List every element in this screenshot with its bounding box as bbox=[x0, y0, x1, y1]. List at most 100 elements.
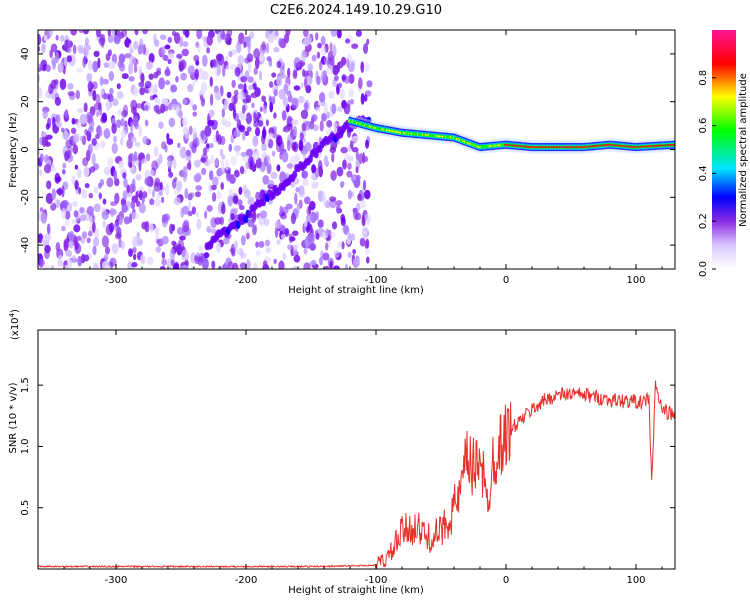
noise-cell bbox=[170, 84, 178, 93]
noise-cell bbox=[237, 199, 243, 207]
noise-cell bbox=[61, 127, 65, 133]
noise-cell bbox=[332, 64, 339, 76]
noise-cell bbox=[197, 256, 203, 266]
noise-cell bbox=[177, 142, 181, 148]
noise-cell bbox=[148, 73, 154, 80]
noise-cell bbox=[330, 231, 336, 239]
noise-cell bbox=[128, 42, 133, 53]
noise-cell bbox=[98, 192, 102, 200]
noise-cell bbox=[234, 207, 238, 214]
noise-cell bbox=[267, 33, 275, 44]
noise-cell bbox=[188, 192, 195, 198]
noise-cell bbox=[340, 146, 348, 154]
noise-cell bbox=[107, 34, 114, 43]
noise-cell bbox=[365, 139, 370, 149]
noise-cell bbox=[133, 40, 139, 50]
noise-cell bbox=[153, 33, 157, 46]
noise-cell bbox=[340, 217, 346, 227]
spectrogram-x-tick-label: -100 bbox=[365, 275, 388, 286]
colorbar-gradient bbox=[712, 30, 736, 269]
noise-cell bbox=[63, 240, 69, 252]
noise-cell bbox=[216, 241, 221, 254]
noise-cell bbox=[38, 45, 41, 53]
noise-cell bbox=[62, 131, 70, 140]
noise-cell bbox=[68, 240, 74, 249]
noise-cell bbox=[228, 102, 234, 112]
noise-cell bbox=[144, 177, 151, 186]
noise-cell bbox=[61, 185, 65, 198]
noise-cell bbox=[263, 218, 270, 227]
snr-y-ticks: 0.5 1.0 1.5 bbox=[20, 377, 675, 516]
noise-cell bbox=[65, 109, 69, 120]
noise-cell bbox=[86, 72, 93, 82]
noise-cell bbox=[132, 211, 140, 220]
noise-cell bbox=[303, 77, 308, 89]
noise-cell bbox=[154, 146, 159, 157]
noise-cell bbox=[132, 115, 139, 128]
noise-cell bbox=[217, 134, 222, 145]
noise-cell bbox=[342, 159, 347, 170]
noise-cell bbox=[88, 192, 94, 199]
noise-cell bbox=[277, 37, 283, 47]
noise-cell bbox=[84, 37, 89, 46]
noise-cell bbox=[179, 146, 187, 159]
noise-cell bbox=[214, 158, 219, 167]
noise-cell bbox=[240, 76, 248, 83]
noise-cell bbox=[154, 97, 158, 103]
noise-cell bbox=[348, 73, 355, 84]
noise-cell bbox=[255, 250, 261, 256]
noise-cell bbox=[288, 233, 293, 244]
noise-cell bbox=[138, 125, 142, 138]
noise-cell bbox=[243, 83, 247, 94]
noise-cell bbox=[241, 104, 246, 115]
noise-cell bbox=[219, 216, 225, 226]
noise-cell bbox=[166, 138, 174, 145]
noise-cell bbox=[83, 102, 88, 113]
noise-cell bbox=[363, 179, 367, 191]
noise-cell bbox=[302, 178, 309, 187]
noise-cell bbox=[95, 133, 100, 140]
noise-cell bbox=[247, 61, 252, 73]
noise-cell bbox=[286, 116, 293, 128]
noise-cell bbox=[67, 82, 74, 90]
noise-cell bbox=[145, 60, 153, 70]
noise-cell bbox=[78, 47, 85, 54]
noise-cell bbox=[319, 256, 324, 266]
noise-cell bbox=[82, 57, 87, 69]
noise-cell bbox=[311, 173, 316, 180]
noise-cell bbox=[234, 169, 240, 178]
noise-cell bbox=[236, 119, 242, 130]
noise-cell bbox=[180, 207, 185, 218]
noise-cell bbox=[86, 129, 92, 142]
noise-cell bbox=[111, 243, 119, 255]
noise-cell bbox=[230, 155, 237, 166]
noise-cell bbox=[107, 157, 114, 169]
noise-cell bbox=[116, 83, 121, 90]
noise-cell bbox=[179, 235, 186, 241]
noise-cell bbox=[89, 215, 93, 225]
noise-cell bbox=[222, 237, 230, 245]
noise-cell bbox=[228, 50, 233, 58]
noise-cell bbox=[82, 157, 89, 167]
noise-cell bbox=[67, 257, 73, 269]
noise-cell bbox=[41, 43, 46, 54]
noise-cell bbox=[317, 42, 322, 49]
noise-cell bbox=[201, 167, 207, 176]
noise-cell bbox=[64, 150, 69, 162]
noise-cell bbox=[167, 58, 172, 65]
noise-cell bbox=[77, 255, 83, 267]
noise-cell bbox=[319, 60, 323, 71]
noise-cell bbox=[92, 221, 96, 233]
noise-cell bbox=[352, 249, 357, 255]
noise-cell bbox=[303, 262, 311, 269]
noise-cell bbox=[286, 139, 291, 152]
noise-cell bbox=[127, 154, 133, 166]
noise-cell bbox=[255, 191, 261, 202]
noise-cell bbox=[225, 158, 229, 171]
noise-cell bbox=[237, 55, 245, 65]
noise-cell bbox=[351, 147, 359, 153]
noise-cell bbox=[59, 78, 67, 90]
noise-cell bbox=[101, 112, 107, 123]
noise-cell bbox=[61, 199, 69, 207]
noise-cell bbox=[349, 139, 354, 150]
